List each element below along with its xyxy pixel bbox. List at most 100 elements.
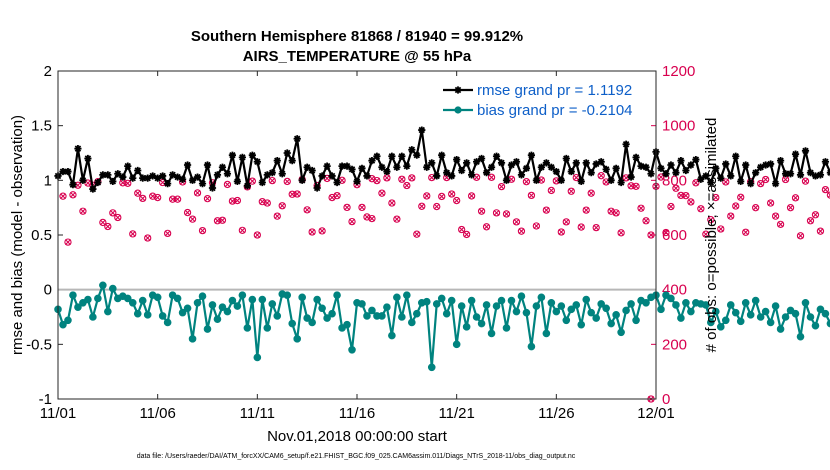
bias-point	[104, 307, 112, 316]
rmse-point	[378, 163, 386, 171]
bias-point	[228, 296, 237, 305]
rmse-point	[428, 159, 436, 167]
rmse-series	[54, 126, 830, 193]
rmse-point	[228, 151, 237, 159]
obs-assimilated-point	[817, 228, 824, 235]
obs-assimilated-point	[797, 232, 804, 239]
obs-possible-point	[477, 207, 486, 215]
bias-point	[213, 315, 222, 323]
obs-possible-point	[129, 230, 137, 238]
rmse-point	[313, 184, 321, 192]
rmse-point	[363, 172, 371, 180]
obs-assimilated-point	[672, 185, 679, 192]
bias-point	[462, 323, 471, 331]
obs-possible-point	[154, 193, 162, 202]
obs-possible-point	[453, 196, 461, 205]
rmse-point	[762, 161, 770, 169]
rmse-point	[557, 176, 565, 184]
rmse-point	[328, 172, 336, 180]
rmse-point	[99, 171, 107, 179]
obs-possible-point	[567, 187, 575, 195]
rmse-point	[522, 164, 531, 172]
bias-point	[427, 363, 436, 372]
bias-point	[677, 314, 685, 322]
obs-assimilated-point	[114, 214, 121, 221]
obs-assimilated-point	[99, 219, 106, 226]
rmse-point	[124, 162, 132, 170]
rmse-point	[577, 177, 585, 186]
bias-point	[178, 308, 187, 317]
obs-assimilated-point	[822, 186, 829, 193]
obs-possible-point	[303, 206, 311, 214]
rmse-point	[612, 164, 620, 172]
obs-assimilated-point	[483, 223, 490, 230]
obs-possible-point	[64, 238, 72, 246]
bias-point	[617, 328, 625, 337]
bias-point	[158, 312, 167, 320]
rmse-point	[772, 180, 780, 188]
bias-point	[582, 295, 591, 304]
bias-point	[502, 324, 511, 332]
bias-point	[602, 304, 610, 313]
obs-assimilated-point	[648, 232, 655, 238]
bias-point	[492, 302, 501, 310]
obs-possible-point	[502, 210, 511, 218]
obs-possible-point	[816, 227, 825, 235]
rmse-point	[607, 176, 615, 184]
obs-possible-point	[667, 202, 675, 211]
bias-point	[378, 312, 386, 320]
rmse-point	[318, 172, 326, 180]
legend: rmse grand pr = 1.1192 bias grand pr = -…	[443, 82, 633, 119]
obs-assimilated-point	[463, 231, 470, 238]
bias-point	[447, 296, 456, 305]
obs-assimilated-point	[408, 174, 415, 181]
rmse-point	[468, 171, 476, 179]
rmse-point	[687, 161, 695, 169]
obs-possible-point	[467, 192, 476, 200]
bias-point	[826, 319, 830, 328]
rmse-point	[448, 172, 456, 180]
obs-possible-point	[223, 180, 232, 189]
obs-assimilated-point	[418, 203, 425, 210]
obs-possible-point	[293, 190, 301, 198]
rmse-point	[806, 169, 815, 177]
obs-assimilated-point	[548, 187, 555, 194]
obs-assimilated-point	[59, 193, 66, 200]
rmse-point	[218, 163, 227, 171]
obs-assimilated-point	[712, 194, 719, 201]
y-tick-label: 0	[44, 282, 52, 299]
obs-possible-point	[59, 192, 67, 200]
obs-assimilated-point	[413, 231, 420, 238]
obs-possible-point	[333, 191, 341, 200]
obs-assimilated-point	[488, 174, 495, 181]
rmse-point	[208, 184, 217, 192]
rmse-point	[203, 161, 212, 169]
obs-possible-point	[512, 218, 521, 226]
obs-assimilated-point	[762, 176, 769, 183]
obs-assimilated-point	[358, 204, 365, 211]
rmse-point	[567, 167, 575, 176]
x-tick-label: 11/11	[240, 405, 275, 422]
obs-assimilated-point	[752, 204, 759, 211]
bias-point	[348, 345, 356, 354]
x-tick-label: 11/06	[139, 405, 175, 422]
rmse-point	[637, 162, 645, 170]
obs-assimilated-point	[538, 177, 545, 184]
rmse-point	[572, 159, 580, 167]
obs-assimilated-point	[757, 180, 764, 187]
obs-possible-point	[712, 193, 720, 202]
obs-possible-point	[348, 217, 356, 226]
obs-possible-point	[627, 182, 635, 190]
bias-point	[707, 318, 715, 327]
bias-point	[642, 298, 650, 307]
y-tick-label: 1	[44, 172, 52, 189]
rmse-point	[403, 162, 411, 170]
obs-assimilated-point	[199, 227, 206, 234]
bias-point	[383, 303, 391, 311]
obs-possible-point	[318, 227, 326, 235]
bias-point	[133, 309, 142, 318]
obs-possible-point	[487, 173, 496, 181]
obs-possible-point	[492, 209, 501, 217]
obs-possible-point	[547, 186, 555, 195]
bias-point	[537, 293, 546, 302]
